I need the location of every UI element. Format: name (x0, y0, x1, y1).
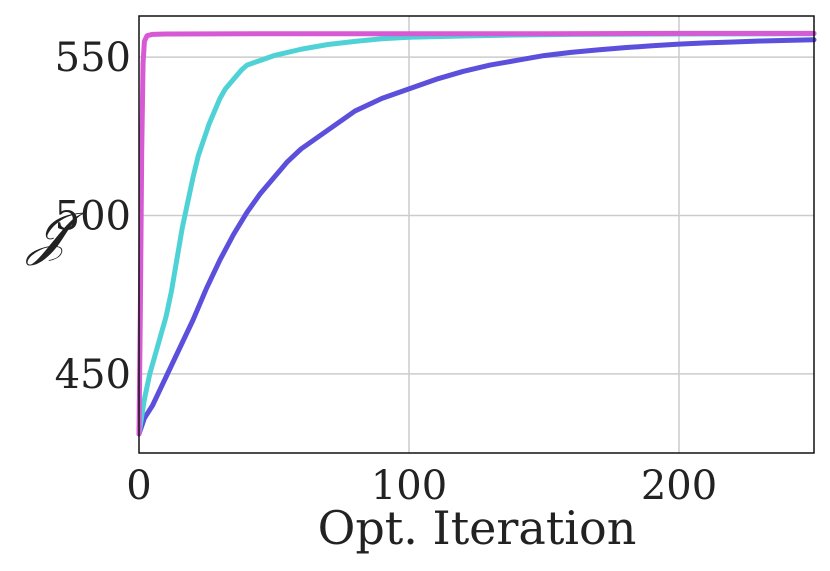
x-tick-label: 100 (371, 463, 447, 509)
y-tick-label: 450 (55, 352, 131, 398)
series-line-2 (136, 31, 817, 437)
y-tick-label: 550 (55, 35, 131, 81)
grid (139, 16, 814, 453)
plot-frame (138, 15, 815, 454)
x-axis-label: Opt. Iteration (318, 501, 637, 555)
tick-labels: 0 100 200 450 500 550 (55, 35, 718, 509)
series-line-3 (136, 30, 817, 437)
x-tick-label: 0 (126, 463, 151, 509)
x-tick-label: 200 (641, 463, 717, 509)
y-tick-label: 500 (55, 194, 131, 240)
series-line-1 (136, 37, 817, 437)
series-lines (136, 30, 817, 437)
